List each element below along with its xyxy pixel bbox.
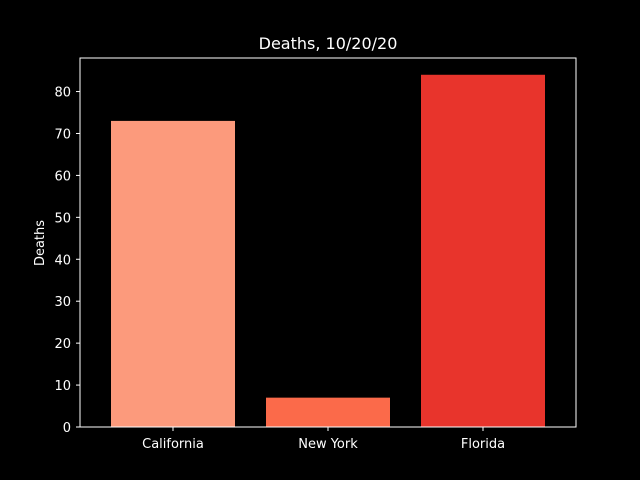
plot-frame (79, 57, 577, 428)
y-axis-ticks: 0 10 20 30 40 50 60 70 80 (54, 86, 80, 436)
y-tick-label: 10 (54, 379, 71, 394)
y-tick-label: 60 (54, 169, 71, 184)
y-axis-title: Deaths (33, 220, 48, 266)
bar-new-york (266, 397, 390, 427)
bar-california (111, 120, 235, 427)
y-tick-label: 40 (54, 253, 71, 268)
y-tick-label: 70 (54, 127, 71, 142)
bars-group (111, 74, 545, 427)
x-tick-label: California (142, 437, 204, 452)
y-tick-label: 30 (54, 295, 71, 310)
chart-title: Deaths, 10/20/20 (259, 34, 398, 53)
bar-florida (421, 74, 545, 427)
y-tick-label: 20 (54, 337, 71, 352)
x-tick-label: New York (298, 437, 358, 452)
x-axis-ticks: California New York Florida (142, 427, 505, 452)
y-tick-label: 0 (63, 421, 71, 436)
y-tick-label: 50 (54, 211, 71, 226)
x-tick-label: Florida (461, 437, 505, 452)
y-tick-label: 80 (54, 86, 71, 101)
